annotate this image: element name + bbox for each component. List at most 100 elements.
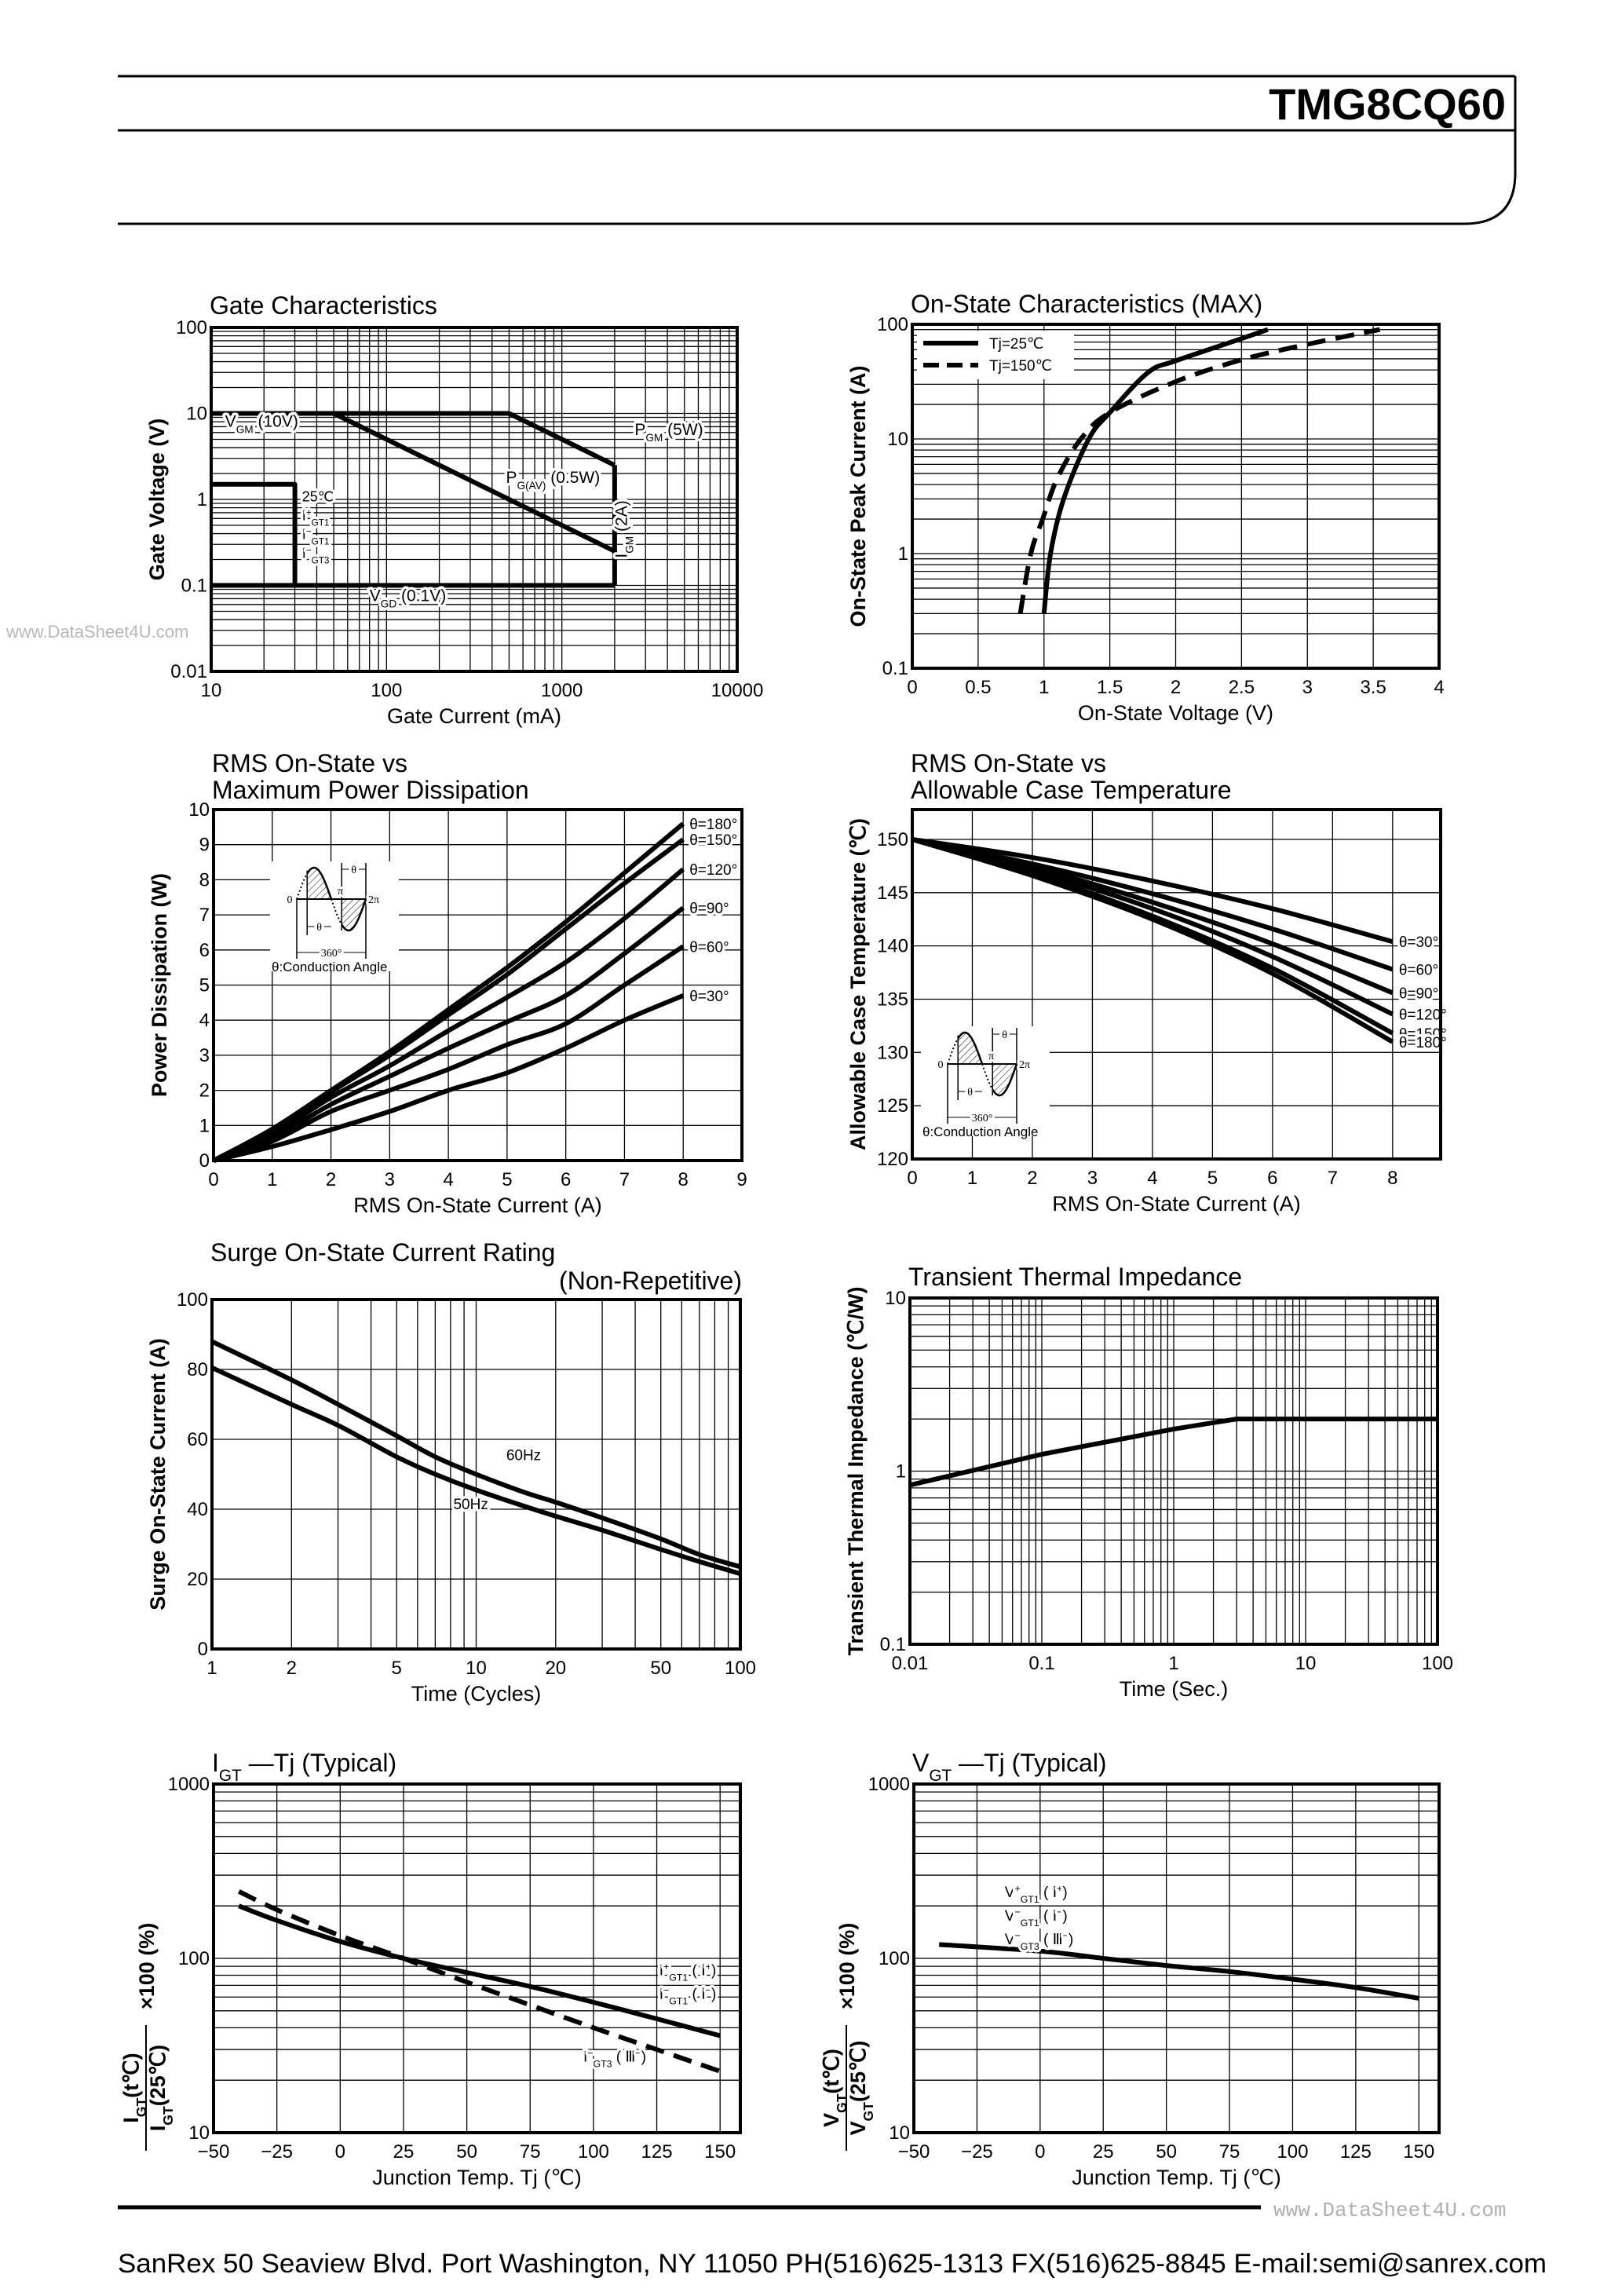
text-segment: (25℃) [846,2041,870,2102]
y-tick-label: 40 [187,1499,208,1520]
y-label-numerator: IGT(t℃) [119,2053,149,2122]
text-segment: V [1005,1932,1015,1948]
text-segment: + [706,1961,711,1972]
x-tick-label: 2 [1027,1168,1037,1189]
series-line-1 [210,1339,741,1570]
text-segment: − [1063,1930,1069,1941]
x-tick-label: −25 [961,2141,993,2163]
series-annotation: PG(AV) (0.5W) [506,469,600,492]
sine-on-segment [957,1031,984,1065]
x-tick-label: 1 [1168,1653,1178,1674]
text-segment: RMS On-State vs [911,749,1106,777]
x-tick-label: 3 [1087,1168,1098,1189]
text-segment: − [306,545,312,555]
text-segment: V [1005,1885,1015,1901]
text-segment: GM [623,536,635,554]
conduction-hatch [992,1064,1017,1095]
text-segment: GM [645,432,663,444]
y-tick-label: 1 [898,543,908,565]
series-label: θ=60° [689,939,729,956]
series-label: θ=180° [689,817,737,833]
x-axis-label: Time (Cycles) [411,1682,542,1706]
series-annotation: 25℃ [302,488,334,504]
text-segment: (0.5W) [546,469,600,487]
y-tick-label: 120 [877,1149,908,1170]
y-tick-label: 0.1 [181,576,207,597]
chart-title: RMS On-State vs [212,749,407,777]
x-tick-label: 0 [208,1169,218,1190]
igt-tj-chart: IGT —Tj (Typical)−50 −25 0 25 50 75 100 125 1501… [119,1749,742,2189]
x-tick-label: 10000 [711,680,764,701]
sine-off-segment [981,1063,994,1090]
series-line-4 [332,411,616,554]
x-tick-label: −50 [898,2141,930,2163]
x-tick-label: 100 [1277,2141,1308,2163]
text-segment: V [820,2113,843,2127]
series-line-3 [212,867,685,1163]
text-segment: − [1057,1907,1062,1918]
inset-caption: θ:Conduction Angle [922,1124,1038,1139]
series-line-6 [211,481,298,586]
text-segment: V [912,1749,930,1777]
part-number-title: TMG8CQ60 [1269,79,1506,129]
inset-label-zero: 0 [287,894,293,906]
x-tick-label: 150 [1403,2141,1434,2163]
y-axis-label: On-State Peak Current (A) [846,365,870,627]
conduction-angle-diagram: 0 π 2π θ θ 360°θ:Conduction Angle [270,861,399,974]
x-tick-label: 1 [1039,677,1049,698]
text-segment: —Tj (Typical) [952,1749,1106,1777]
series-line-1 [909,1417,1438,1488]
x-tick-label: 100 [578,2141,609,2163]
text-segment: ) [1062,1908,1067,1925]
y-tick-label: 10 [188,799,210,821]
text-segment: (25℃) [146,2045,170,2106]
text-segment: ) [1062,1885,1067,1901]
text-segment: GT1 [1021,1894,1039,1905]
y-tick-label: 60 [187,1429,208,1450]
text-segment: (2A) [613,500,631,536]
text-segment: ) [1069,1932,1073,1948]
text-segment: ) [641,2049,646,2066]
header-rounded-frame [118,76,1517,225]
conduction-hatch [342,899,366,930]
text-segment: I [146,2126,170,2132]
y-tick-label: 1000 [868,1774,910,1795]
y-axis-label: Gate Voltage (V) [145,419,169,581]
sine-on-segment [992,1063,1018,1097]
x-tick-label: 1.5 [1097,677,1123,698]
x-tick-label: 1 [967,1168,977,1189]
text-segment: GT [929,1767,952,1785]
x-axis-label: Junction Temp. Tj (℃) [372,2166,581,2189]
text-segment: On-State Characteristics (MAX) [911,290,1262,318]
inset-label-theta: θ [351,865,356,876]
text-segment: ) [711,1963,716,1980]
x-tick-label: 5 [502,1169,512,1190]
chart-title: (Non-Repetitive) [559,1267,742,1295]
x-tick-label: 10 [1295,1653,1317,1674]
series-line-2 [237,1889,721,2074]
chart-title: Transient Thermal Impedance [908,1263,1242,1291]
y-tick-label: 10 [885,1288,906,1309]
series-line-6 [911,837,1394,1044]
y-tick-label: 0 [199,1150,210,1172]
y-tick-label: 4 [199,1010,210,1031]
sine-off-segment [296,873,309,900]
y-tick-label: 0.01 [170,661,207,682]
vgt-tj-chart: VGT —Tj (Typical)−50 −25 0 25 50 75 100 125 1501… [820,1749,1441,2189]
x-tick-label: 100 [725,1658,756,1679]
x-tick-label: 0.01 [892,1653,929,1674]
text-segment: GT [219,1767,242,1785]
y-tick-label: 0 [198,1639,208,1660]
x-tick-label: 0 [907,1168,917,1189]
inset-label-two-pi: 2π [368,894,379,906]
x-tick-label: 125 [641,2141,673,2163]
y-tick-label: 80 [187,1359,208,1380]
x-tick-label: 50 [456,2141,477,2163]
x-tick-label: 3 [385,1169,395,1190]
series-line-2 [1017,327,1381,614]
x-axis-label: On-State Voltage (V) [1078,701,1273,725]
text-segment: GT1 [1021,1918,1039,1929]
series-label: θ=30° [689,989,729,1005]
series-annotation: VGD (0.1V) [370,587,447,609]
inset-label-pi: π [338,886,343,898]
